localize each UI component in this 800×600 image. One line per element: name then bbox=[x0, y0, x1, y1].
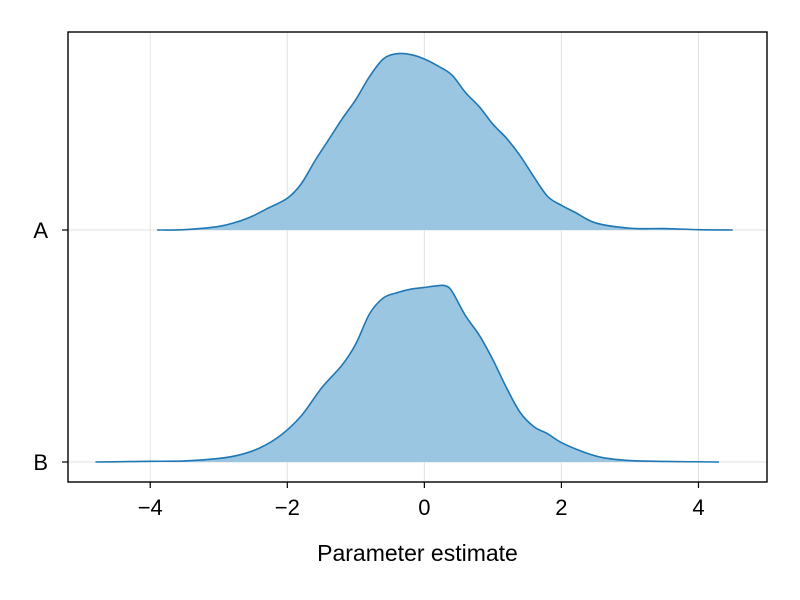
x-tick-label-2: 0 bbox=[418, 495, 430, 520]
y-tick-label-A: A bbox=[33, 218, 48, 243]
density-line-A bbox=[157, 52, 733, 231]
x-tick-label-4: 4 bbox=[692, 495, 704, 520]
x-tick-label-1: −2 bbox=[275, 495, 300, 520]
density-layer bbox=[95, 52, 733, 463]
density-line-B bbox=[95, 284, 720, 463]
density-area-A bbox=[157, 53, 733, 231]
x-tick-label-3: 2 bbox=[555, 495, 567, 520]
x-tick-label-0: −4 bbox=[138, 495, 163, 520]
tick-layer: −4 −2 0 2 4 A B bbox=[33, 218, 704, 520]
y-tick-label-B: B bbox=[33, 450, 48, 475]
density-area-B bbox=[95, 285, 720, 462]
plot-frame bbox=[67, 31, 768, 483]
x-axis-title: Parameter estimate bbox=[317, 540, 518, 566]
